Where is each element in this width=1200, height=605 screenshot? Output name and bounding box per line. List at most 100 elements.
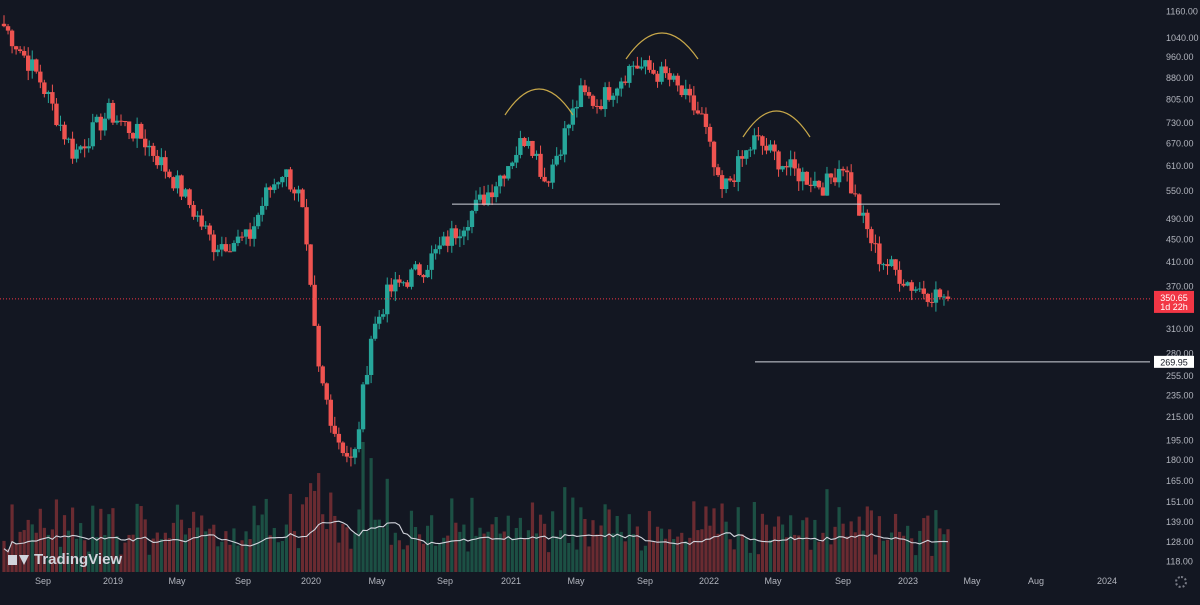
volume-bar	[79, 523, 83, 572]
candle-body	[772, 144, 777, 152]
volume-bar	[127, 534, 131, 572]
x-tick-label: Sep	[437, 576, 453, 586]
volume-bar	[555, 536, 559, 572]
candle-body	[703, 113, 709, 127]
candle-body	[50, 92, 55, 104]
volume-bar	[26, 519, 30, 572]
volume-bar	[216, 546, 220, 572]
y-tick-label: 255.00	[1166, 371, 1194, 381]
logo-text: TradingView	[34, 551, 123, 568]
volume-bar	[292, 531, 297, 572]
volume-bar	[284, 524, 288, 572]
candle-body	[142, 138, 148, 148]
candle-body	[461, 230, 467, 237]
volume-bar	[833, 526, 837, 572]
volume-bar	[591, 520, 595, 572]
volume-bar	[655, 526, 660, 572]
volume-bar	[252, 505, 256, 572]
volume-bar	[926, 515, 930, 572]
volume-bar	[853, 532, 857, 572]
candle-body	[598, 106, 604, 110]
candle-body	[405, 282, 410, 287]
candle-body	[820, 187, 826, 196]
x-tick-label: May	[368, 576, 386, 586]
y-tick-label: 128.00	[1166, 537, 1194, 547]
candle-body	[848, 172, 854, 194]
candle-body	[231, 243, 237, 252]
candle-body	[687, 88, 693, 96]
volume-bar	[567, 542, 571, 572]
gear-icon[interactable]	[1175, 576, 1187, 588]
volume-bar	[813, 519, 817, 572]
target-tag-value: 269.95	[1160, 357, 1188, 367]
volume-bar	[587, 546, 591, 572]
candle-body	[191, 204, 196, 217]
volume-ma-line	[3, 520, 949, 553]
volume-bar	[502, 531, 506, 572]
candle-body	[796, 168, 801, 182]
y-tick-label: 370.00	[1166, 281, 1194, 291]
candle-body	[715, 167, 721, 176]
candle-body	[328, 399, 333, 426]
candle-body	[574, 106, 580, 109]
volume-bar	[147, 554, 151, 572]
y-tick-label: 180.00	[1166, 455, 1194, 465]
candle-body	[530, 140, 535, 156]
volume-bar	[623, 541, 627, 572]
candle-body	[449, 228, 454, 246]
volume-bar	[696, 530, 700, 572]
candle-body	[312, 284, 317, 326]
y-tick-label: 670.00	[1166, 139, 1194, 149]
candle-body	[54, 103, 59, 126]
candle-body	[614, 88, 620, 96]
candle-body	[824, 173, 830, 196]
candle-body	[522, 138, 527, 147]
candle-body	[869, 229, 874, 244]
volume-bar	[647, 511, 652, 572]
candle-body	[344, 453, 350, 457]
volume-bar	[50, 529, 55, 572]
volume-bar	[914, 555, 918, 572]
candle-body	[102, 118, 108, 131]
volume-bar	[401, 549, 405, 572]
candle-body	[284, 169, 289, 177]
candle-body	[840, 168, 846, 171]
candle-body	[566, 124, 571, 129]
volume-bar	[458, 531, 462, 572]
volume-bar	[724, 521, 728, 572]
volume-bar	[62, 515, 67, 572]
volume-bar	[389, 544, 393, 572]
candle-body	[619, 81, 624, 89]
candle-body	[663, 66, 668, 74]
candle-body	[288, 169, 293, 190]
candle-body	[683, 88, 688, 96]
volume-bar	[357, 509, 361, 572]
candle-body	[187, 189, 192, 205]
candle-body	[163, 157, 168, 172]
volume-bar	[902, 535, 906, 572]
volume-bar	[99, 508, 103, 572]
x-tick-label: Sep	[35, 576, 51, 586]
volume-bar	[377, 519, 381, 572]
volume-bar	[797, 535, 801, 572]
candle-body	[340, 442, 346, 454]
volume-bar	[143, 519, 147, 572]
candle-body	[655, 73, 660, 82]
volume-bar	[631, 534, 635, 572]
candle-body	[195, 215, 200, 217]
x-tick-label: 2023	[898, 576, 918, 586]
candle-body	[582, 85, 588, 93]
volume-bar	[522, 538, 527, 572]
volume-bar	[538, 514, 543, 572]
candle-body	[292, 189, 297, 194]
volume-bar	[768, 540, 773, 572]
volume-bar	[918, 530, 922, 572]
candle-body	[699, 113, 705, 115]
volume-bar	[672, 539, 676, 572]
x-tick-label: 2020	[301, 576, 321, 586]
volume-bar	[619, 531, 623, 572]
candle-body	[893, 259, 898, 270]
volume-bar	[18, 531, 22, 572]
